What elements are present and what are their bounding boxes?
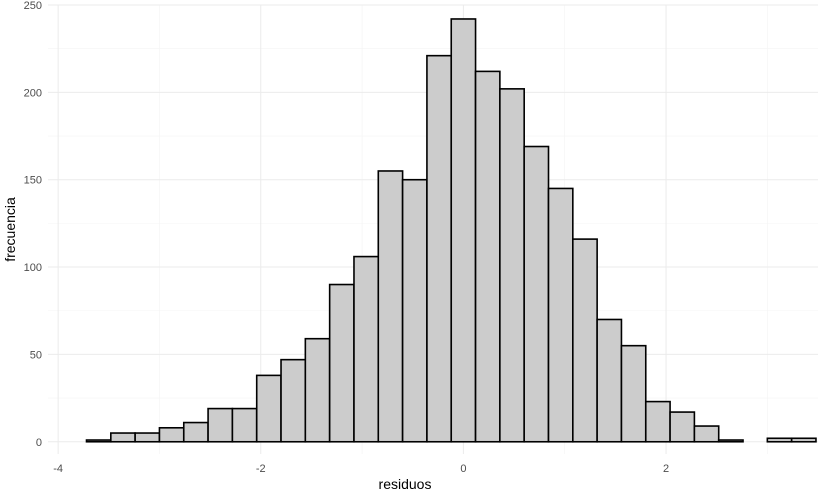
histogram-bar — [110, 432, 136, 443]
histogram-bar — [207, 407, 234, 443]
histogram-bar — [572, 238, 598, 443]
histogram-bar — [693, 425, 720, 443]
histogram-bar — [401, 178, 428, 443]
histogram-bar — [523, 145, 550, 443]
histogram-bar — [231, 407, 258, 443]
histogram-bar — [328, 283, 355, 443]
histogram-bar — [717, 439, 744, 443]
histogram-bar — [474, 70, 501, 443]
histogram-bars — [85, 18, 817, 443]
histogram-bar — [426, 54, 453, 443]
histogram-bar — [377, 170, 404, 443]
histogram-bar — [644, 400, 671, 443]
y-tick-label: 50 — [30, 349, 42, 361]
y-tick-label: 250 — [24, 0, 42, 12]
histogram-bar — [620, 344, 647, 443]
x-axis-title: residuos — [379, 476, 432, 492]
x-tick-label: 0 — [460, 463, 466, 475]
x-tick-label: 2 — [663, 463, 669, 475]
histogram-bar — [450, 18, 477, 443]
histogram-bar — [596, 318, 623, 443]
y-axis-tick-labels: 0 50 100 150 200 250 — [24, 0, 42, 449]
histogram-bar — [304, 337, 331, 443]
histogram-bar — [158, 426, 185, 443]
histogram-bar — [182, 421, 209, 443]
histogram-bar — [353, 255, 380, 443]
histogram-bar — [85, 439, 112, 443]
histogram-bar — [547, 187, 574, 443]
x-axis-tick-labels: -4 -2 0 2 — [53, 463, 669, 475]
x-tick-label: -4 — [53, 463, 63, 475]
histogram-bar — [766, 437, 793, 443]
histogram-bar — [790, 437, 817, 443]
y-axis-title: frecuencia — [2, 197, 18, 262]
histogram-bar — [280, 358, 307, 443]
histogram-bar — [499, 88, 525, 443]
y-tick-label: 0 — [36, 437, 42, 449]
histogram-bar — [669, 411, 696, 443]
x-tick-label: -2 — [256, 463, 266, 475]
histogram-bar — [134, 432, 161, 443]
histogram-bar — [255, 374, 282, 443]
y-tick-label: 100 — [24, 262, 42, 274]
y-tick-label: 200 — [24, 87, 42, 99]
y-tick-label: 150 — [24, 175, 42, 187]
